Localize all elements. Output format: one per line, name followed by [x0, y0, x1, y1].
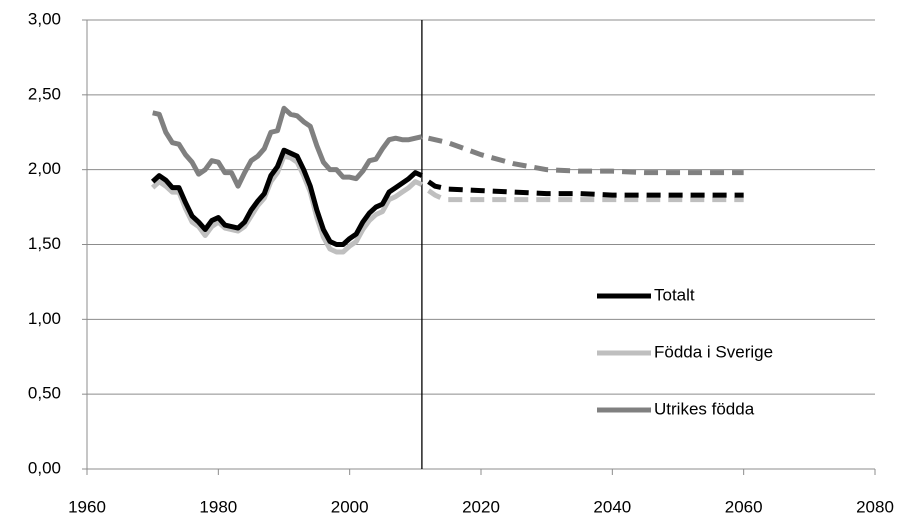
x-tick-label: 2000 — [331, 497, 369, 516]
y-tick-label: 2,00 — [28, 159, 61, 178]
y-tick-label: 0,00 — [28, 458, 61, 477]
legend-label: Utrikes födda — [654, 399, 755, 418]
series-line — [150, 153, 423, 255]
y-tick-label: 1,00 — [28, 309, 61, 328]
x-tick-label: 1980 — [199, 497, 237, 516]
y-tick-label: 1,50 — [28, 234, 61, 253]
x-tick-label: 2020 — [462, 497, 500, 516]
legend-label: Födda i Sverige — [654, 342, 773, 361]
x-tick-label: 1960 — [68, 497, 106, 516]
series-line — [152, 105, 423, 189]
series-projection — [427, 135, 744, 176]
y-tick-label: 0,50 — [28, 384, 61, 403]
y-tick-label: 3,00 — [28, 9, 61, 28]
x-tick-label: 2060 — [725, 497, 763, 516]
series-projection — [427, 179, 744, 198]
series-projection — [427, 188, 744, 203]
legend-label: Totalt — [654, 285, 695, 304]
series-line — [150, 147, 423, 247]
x-tick-label: 2040 — [593, 497, 631, 516]
y-tick-label: 2,50 — [28, 84, 61, 103]
x-tick-label: 2080 — [856, 497, 894, 516]
